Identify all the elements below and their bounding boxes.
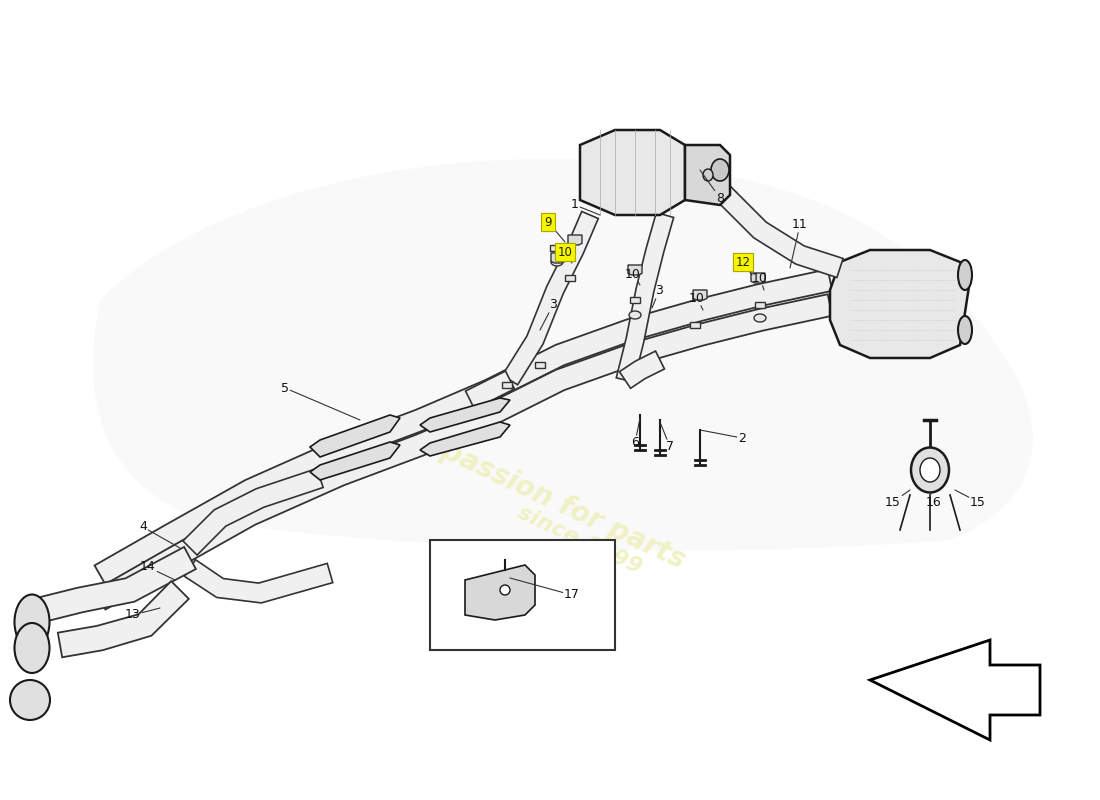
Text: 11: 11: [790, 218, 807, 268]
Polygon shape: [551, 253, 565, 263]
Text: a passion for parts: a passion for parts: [410, 425, 690, 575]
FancyBboxPatch shape: [430, 540, 615, 650]
Polygon shape: [693, 290, 707, 300]
Polygon shape: [619, 351, 664, 388]
Polygon shape: [630, 297, 640, 303]
PathPatch shape: [94, 158, 1033, 550]
Text: 12: 12: [736, 255, 750, 269]
Polygon shape: [751, 273, 764, 283]
Polygon shape: [685, 145, 730, 205]
Ellipse shape: [711, 159, 729, 181]
Polygon shape: [568, 235, 582, 245]
Ellipse shape: [958, 260, 972, 290]
Polygon shape: [95, 270, 833, 585]
Polygon shape: [310, 415, 400, 457]
Polygon shape: [420, 422, 510, 456]
Ellipse shape: [920, 458, 940, 482]
Polygon shape: [565, 274, 575, 282]
Polygon shape: [580, 130, 685, 215]
Polygon shape: [465, 565, 535, 620]
Ellipse shape: [10, 680, 49, 720]
Polygon shape: [37, 547, 196, 622]
Ellipse shape: [500, 585, 510, 595]
Polygon shape: [183, 469, 323, 555]
Ellipse shape: [754, 314, 766, 322]
Text: 5: 5: [280, 382, 360, 420]
Polygon shape: [58, 581, 189, 658]
Polygon shape: [185, 560, 332, 603]
Ellipse shape: [911, 447, 949, 493]
Polygon shape: [310, 442, 400, 480]
Ellipse shape: [629, 311, 641, 319]
Text: 12: 12: [735, 255, 752, 275]
Text: since 1999: since 1999: [515, 502, 646, 578]
Text: 10: 10: [689, 291, 705, 310]
Text: 10: 10: [558, 246, 572, 258]
Text: 16: 16: [926, 492, 942, 509]
Text: 10: 10: [625, 267, 641, 285]
Text: 14: 14: [140, 561, 175, 580]
Text: 15: 15: [886, 490, 910, 509]
Text: 10: 10: [752, 271, 768, 290]
Text: 2: 2: [700, 430, 746, 445]
Text: 10: 10: [557, 246, 573, 263]
Text: 13: 13: [125, 608, 160, 622]
Polygon shape: [690, 322, 700, 328]
Text: 3: 3: [540, 298, 557, 330]
Text: 4: 4: [139, 521, 180, 548]
Text: 15: 15: [955, 490, 986, 509]
Polygon shape: [420, 398, 510, 432]
Polygon shape: [628, 265, 642, 275]
Polygon shape: [535, 362, 544, 368]
Polygon shape: [679, 157, 843, 278]
Polygon shape: [95, 294, 833, 610]
Text: 3: 3: [652, 285, 663, 308]
Text: 9: 9: [544, 215, 552, 229]
Polygon shape: [616, 213, 673, 382]
Ellipse shape: [703, 169, 713, 181]
Polygon shape: [550, 245, 560, 251]
Polygon shape: [503, 211, 598, 385]
Text: 17: 17: [510, 578, 580, 602]
Ellipse shape: [14, 623, 50, 673]
Ellipse shape: [551, 258, 563, 266]
Ellipse shape: [958, 316, 972, 344]
Polygon shape: [830, 250, 970, 358]
Text: 9: 9: [544, 215, 565, 242]
Polygon shape: [755, 302, 764, 308]
Text: 7: 7: [660, 422, 674, 454]
Text: 1: 1: [571, 198, 600, 215]
Text: 8: 8: [700, 170, 724, 205]
Polygon shape: [465, 371, 515, 409]
Polygon shape: [502, 382, 512, 388]
Text: 6: 6: [631, 418, 640, 450]
Ellipse shape: [14, 594, 50, 650]
Polygon shape: [870, 640, 1040, 740]
